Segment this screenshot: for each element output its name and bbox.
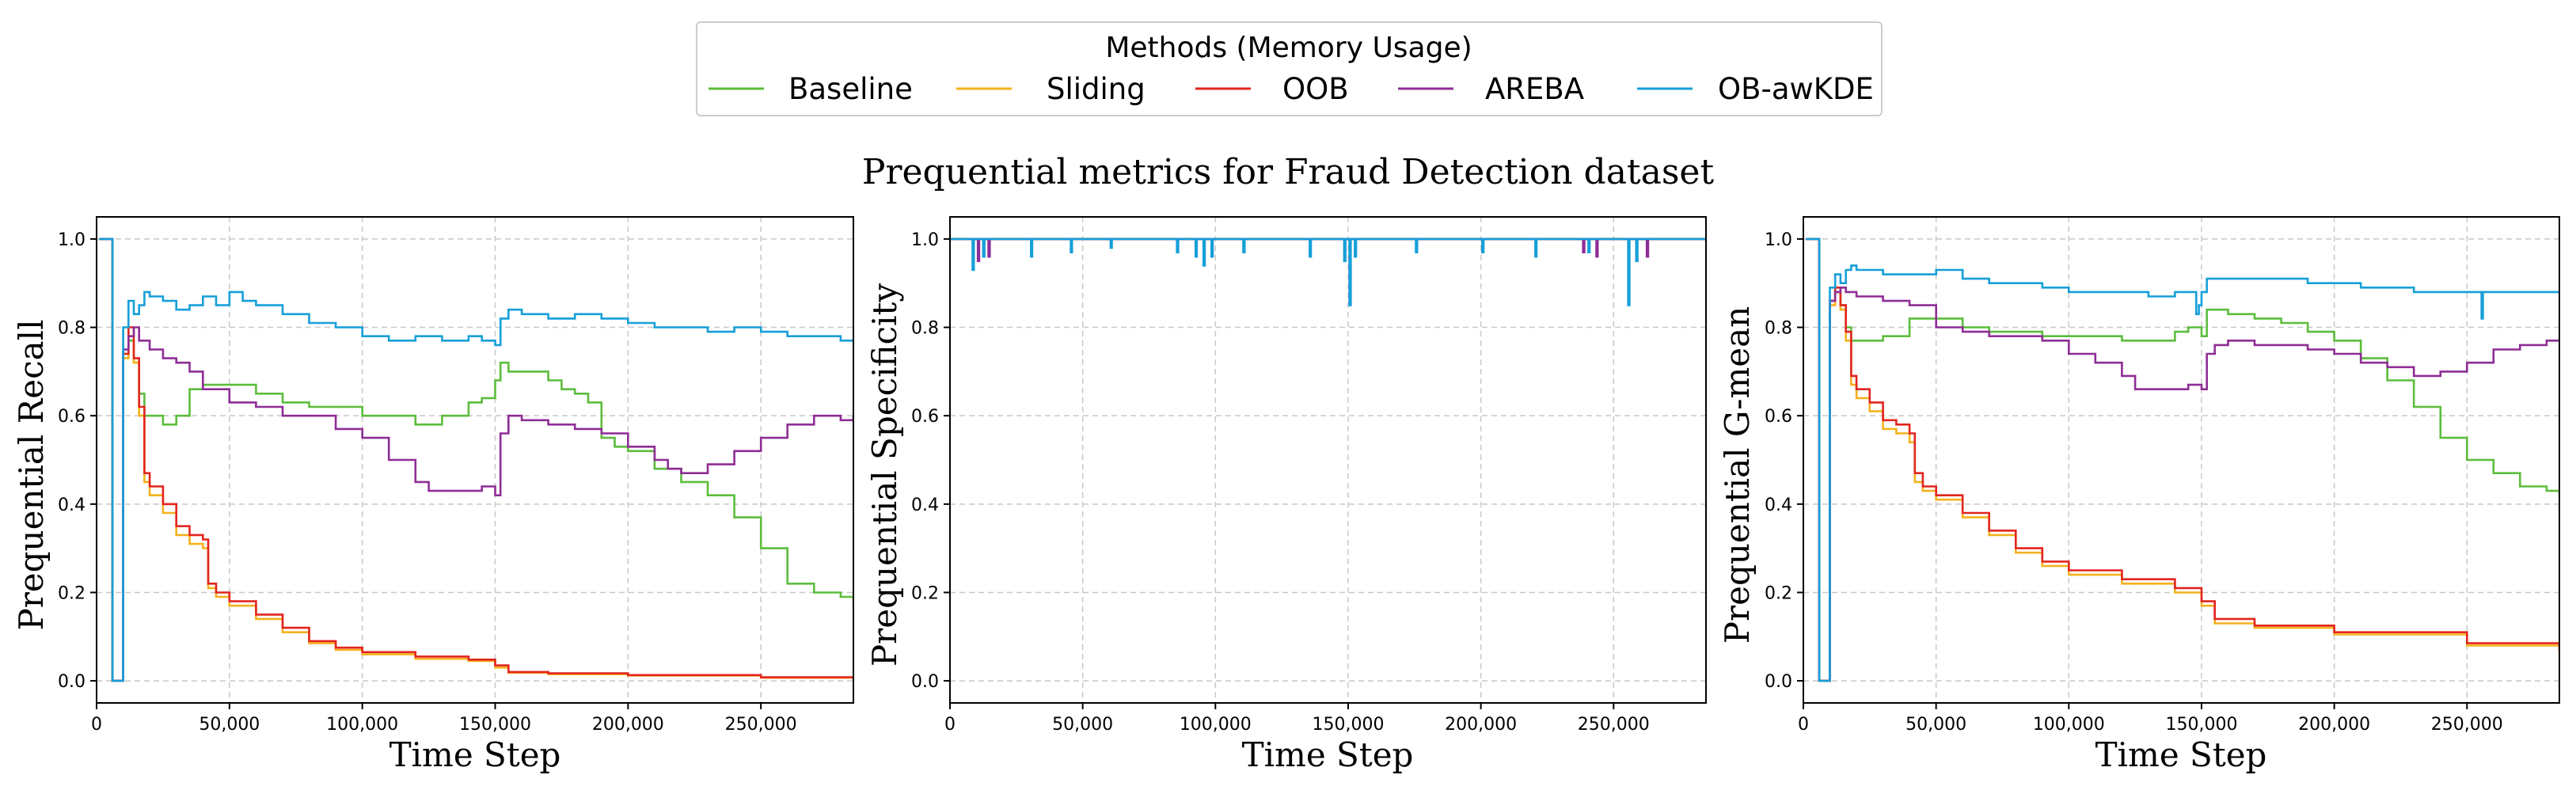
gmean-xtick-label-5: 250,000	[2431, 715, 2503, 735]
recall-ytick-label-0: 0.0	[58, 672, 85, 692]
specificity-xtick-label-0: 0	[944, 715, 956, 735]
recall-xtick-label-3: 150,000	[459, 715, 531, 735]
gmean-xtick-label-0: 0	[1798, 715, 1809, 735]
specificity-panel: Prequential Specificity Time Step 0 50,00…	[865, 216, 1707, 774]
legend-label-areba: AREBA	[1485, 72, 1584, 106]
legend-label-oob: OOB	[1282, 72, 1349, 106]
gmean-ytick-label-1: 0.2	[1765, 583, 1792, 603]
gmean-xtick-label-4: 200,000	[2298, 715, 2370, 735]
recall-xtick-label-4: 200,000	[592, 715, 664, 735]
gmean-line-oob	[1806, 237, 2559, 682]
gmean-xtick-label-2: 100,000	[2033, 715, 2105, 735]
recall-xtick-label-1: 50,000	[199, 715, 260, 735]
specificity-xtick-label-2: 100,000	[1180, 715, 1252, 735]
gmean-panel: Prequential G-mean Time Step 0 50,000 100,…	[1718, 216, 2560, 774]
specificity-frame	[949, 216, 1707, 704]
gmean-line-ob-awkde	[1806, 237, 2559, 682]
recall-xtick-label-5: 250,000	[725, 715, 797, 735]
gmean-xtick-label-1: 50,000	[1905, 715, 1966, 735]
recall-line-areba	[99, 237, 853, 682]
recall-ytick-label-3: 0.6	[58, 407, 85, 427]
recall-line-sliding	[99, 237, 853, 682]
specificity-ylabel: Prequential Specificity	[865, 283, 904, 667]
legend-box	[696, 21, 1883, 116]
recall-frame	[96, 216, 854, 704]
specificity-ytick-label-0: 0.0	[911, 672, 939, 692]
gmean-xlabel: Time Step	[2095, 735, 2267, 774]
legend-label-sliding: Sliding	[1047, 72, 1146, 106]
recall-xtick-label-2: 100,000	[326, 715, 398, 735]
gmean-ylabel: Prequential G-mean	[1718, 306, 1757, 644]
specificity-ytick-label-2: 0.4	[911, 496, 939, 515]
gmean-series	[1806, 237, 2559, 682]
legend-entry-baseline: Baseline	[709, 72, 913, 106]
recall-ylabel: Prequential Recall	[12, 319, 51, 630]
gmean-xtick-label-3: 150,000	[2165, 715, 2237, 735]
legend-entry-ob-awkde: OB-awKDE	[1637, 72, 1874, 106]
recall-series	[99, 237, 853, 682]
recall-ytick-label-2: 0.4	[58, 496, 85, 515]
recall-ytick-label-4: 0.8	[58, 319, 85, 339]
legend-entry-oob: OOB	[1195, 72, 1349, 106]
gmean-frame	[1803, 216, 2560, 704]
specificity-series	[950, 237, 1706, 306]
legend: Methods (Memory Usage) Baseline Sliding …	[696, 21, 1883, 116]
specificity-xlabel: Time Step	[1242, 735, 1414, 774]
specificity-ytick-label-4: 0.8	[911, 319, 939, 339]
legend-title: Methods (Memory Usage)	[1105, 32, 1472, 64]
gmean-line-sliding	[1806, 237, 2559, 682]
legend-label-ob-awkde: OB-awKDE	[1718, 72, 1874, 106]
specificity-xtick-label-3: 150,000	[1312, 715, 1384, 735]
legend-entry-areba: AREBA	[1398, 72, 1584, 106]
recall-panel: Prequential Recall Time Step 0 50,000 100,…	[12, 216, 854, 774]
figure-title: Prequential metrics for Fraud Detection …	[862, 152, 1715, 192]
recall-line-baseline	[99, 237, 853, 682]
specificity-xtick-label-1: 50,000	[1052, 715, 1113, 735]
legend-entry-sliding: Sliding	[956, 72, 1146, 106]
specificity-ytick-label-5: 1.0	[911, 230, 939, 250]
gmean-ytick-label-2: 0.4	[1765, 496, 1792, 515]
gmean-ytick-label-4: 0.8	[1765, 319, 1792, 339]
recall-xtick-label-0: 0	[91, 715, 102, 735]
recall-xlabel: Time Step	[389, 735, 561, 774]
recall-line-ob-awkde	[99, 237, 853, 682]
specificity-ytick-label-1: 0.2	[911, 583, 939, 603]
specificity-ytick-label-3: 0.6	[911, 407, 939, 427]
gmean-ytick-label-3: 0.6	[1765, 407, 1792, 427]
gmean-line-areba	[1806, 237, 2559, 682]
recall-line-oob	[99, 237, 853, 682]
recall-ytick-label-1: 0.2	[58, 583, 85, 603]
specificity-xtick-label-4: 200,000	[1445, 715, 1517, 735]
gmean-line-baseline	[1806, 237, 2559, 682]
gmean-ytick-label-5: 1.0	[1765, 230, 1792, 250]
legend-label-baseline: Baseline	[788, 72, 913, 106]
specificity-xtick-label-5: 250,000	[1578, 715, 1650, 735]
gmean-ytick-label-0: 0.0	[1765, 672, 1792, 692]
recall-ytick-label-5: 1.0	[58, 230, 85, 250]
specificity-line-ob-awkde	[950, 237, 1706, 306]
